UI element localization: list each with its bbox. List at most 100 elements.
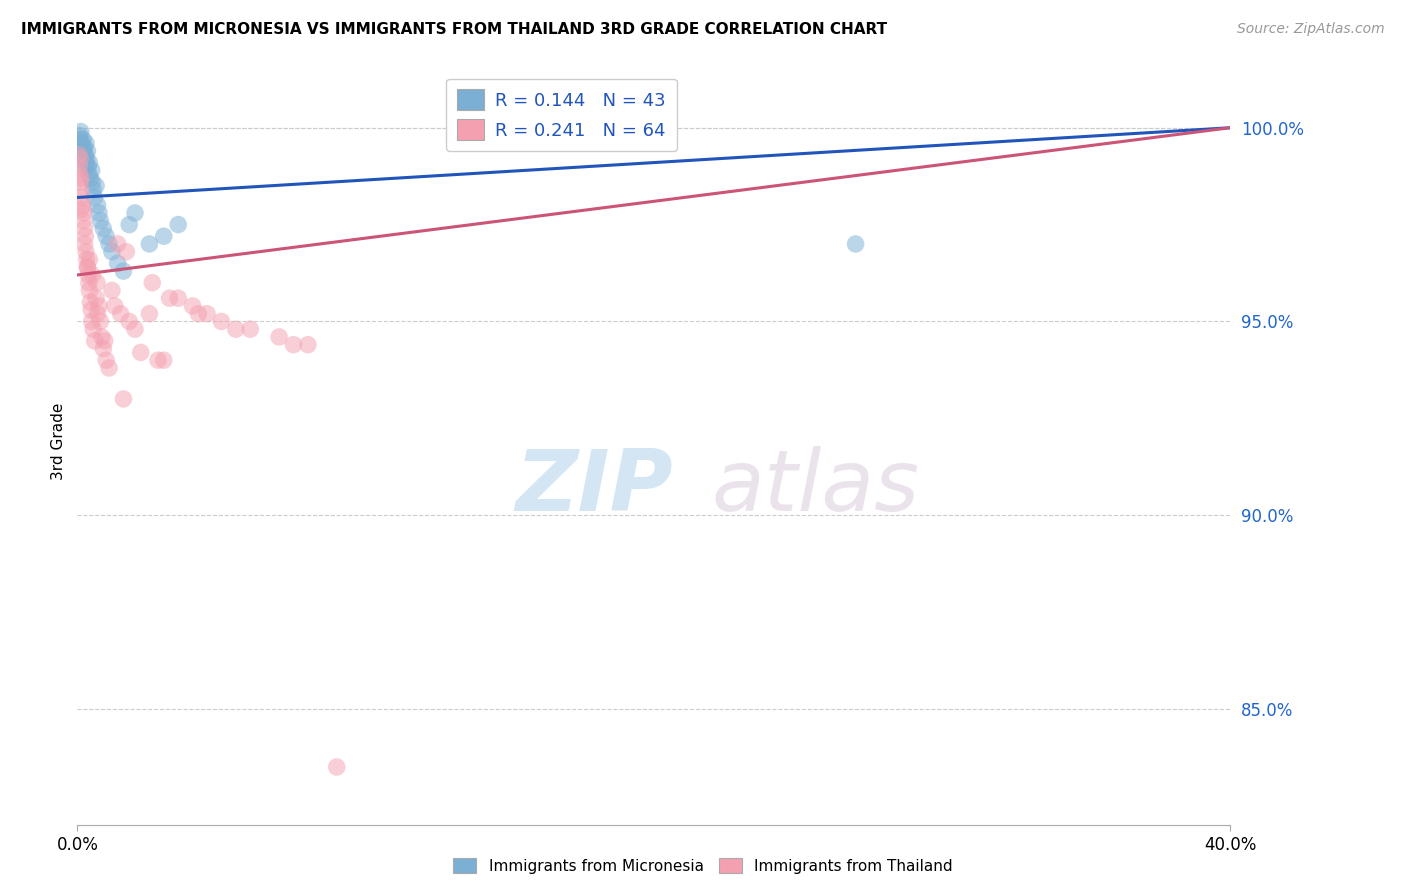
Point <box>69 128 91 143</box>
Point <box>70 136 93 151</box>
Point <box>86 276 108 290</box>
Point <box>225 322 247 336</box>
Point <box>77 160 100 174</box>
Point <box>70 144 93 158</box>
Point <box>129 345 152 359</box>
Point <box>72 213 94 227</box>
Point <box>69 183 91 197</box>
Point <box>75 136 97 151</box>
Point <box>69 125 91 139</box>
Point <box>141 276 163 290</box>
Point <box>101 284 124 298</box>
Point <box>82 322 104 336</box>
Point <box>75 244 97 259</box>
Point <box>124 322 146 336</box>
Point <box>93 334 115 348</box>
Point <box>153 353 174 368</box>
Point <box>67 160 90 174</box>
Point <box>82 183 104 197</box>
Point <box>167 291 190 305</box>
Point <box>96 229 118 244</box>
Point <box>72 132 94 146</box>
Point <box>79 252 101 267</box>
Text: atlas: atlas <box>711 446 920 529</box>
Point <box>69 152 91 166</box>
Point <box>75 148 97 162</box>
Legend: R = 0.144   N = 43, R = 0.241   N = 64: R = 0.144 N = 43, R = 0.241 N = 64 <box>447 78 676 151</box>
Point <box>96 353 118 368</box>
Point <box>195 307 218 321</box>
Point <box>159 291 181 305</box>
Point <box>82 268 104 282</box>
Point <box>80 314 103 328</box>
Point <box>91 342 114 356</box>
Point <box>77 268 100 282</box>
Point <box>76 152 98 166</box>
Point <box>80 163 103 178</box>
Point <box>73 160 96 174</box>
Point <box>83 334 105 348</box>
Point <box>86 198 108 212</box>
Point <box>73 140 96 154</box>
Text: ZIP: ZIP <box>516 446 673 529</box>
Point <box>73 206 96 220</box>
Point <box>146 353 169 368</box>
Point <box>90 330 112 344</box>
Point <box>69 167 91 181</box>
Point <box>283 337 305 351</box>
Point <box>72 140 94 154</box>
Point <box>76 260 98 275</box>
Point <box>98 360 121 375</box>
Point <box>187 307 209 321</box>
Point <box>153 229 174 244</box>
Point <box>72 198 94 212</box>
Point <box>86 307 108 321</box>
Point <box>98 236 121 251</box>
Point <box>83 190 105 204</box>
Legend: Immigrants from Micronesia, Immigrants from Thailand: Immigrants from Micronesia, Immigrants f… <box>447 852 959 880</box>
Point <box>267 330 291 344</box>
Point <box>89 213 111 227</box>
Point <box>79 284 101 298</box>
Point <box>87 206 110 220</box>
Point <box>297 337 319 351</box>
Point <box>77 167 100 181</box>
Point <box>79 171 101 186</box>
Point <box>69 140 91 154</box>
Point <box>77 276 100 290</box>
Point <box>79 155 101 169</box>
Point <box>84 178 107 193</box>
Point <box>87 299 110 313</box>
Point <box>72 152 94 166</box>
Text: IMMIGRANTS FROM MICRONESIA VS IMMIGRANTS FROM THAILAND 3RD GRADE CORRELATION CHA: IMMIGRANTS FROM MICRONESIA VS IMMIGRANTS… <box>21 22 887 37</box>
Point <box>73 236 96 251</box>
Point <box>76 252 98 267</box>
Point <box>70 148 93 162</box>
Point <box>91 221 114 235</box>
Point <box>104 299 127 313</box>
Point <box>110 307 132 321</box>
Point <box>118 218 141 232</box>
Point <box>115 244 138 259</box>
Point <box>124 206 146 220</box>
Point <box>107 236 129 251</box>
Point <box>138 236 160 251</box>
Point <box>101 244 124 259</box>
Point <box>69 132 91 146</box>
Point <box>167 218 190 232</box>
Point <box>845 236 868 251</box>
Y-axis label: 3rd Grade: 3rd Grade <box>51 403 66 480</box>
Point <box>84 291 107 305</box>
Point <box>138 307 160 321</box>
Point <box>181 299 204 313</box>
Point <box>70 171 93 186</box>
Point <box>75 229 97 244</box>
Point <box>107 256 129 270</box>
Point <box>76 144 98 158</box>
Point <box>79 295 101 310</box>
Point <box>82 175 104 189</box>
Point <box>89 314 111 328</box>
Point <box>326 760 349 774</box>
Point <box>75 155 97 169</box>
Point <box>112 264 135 278</box>
